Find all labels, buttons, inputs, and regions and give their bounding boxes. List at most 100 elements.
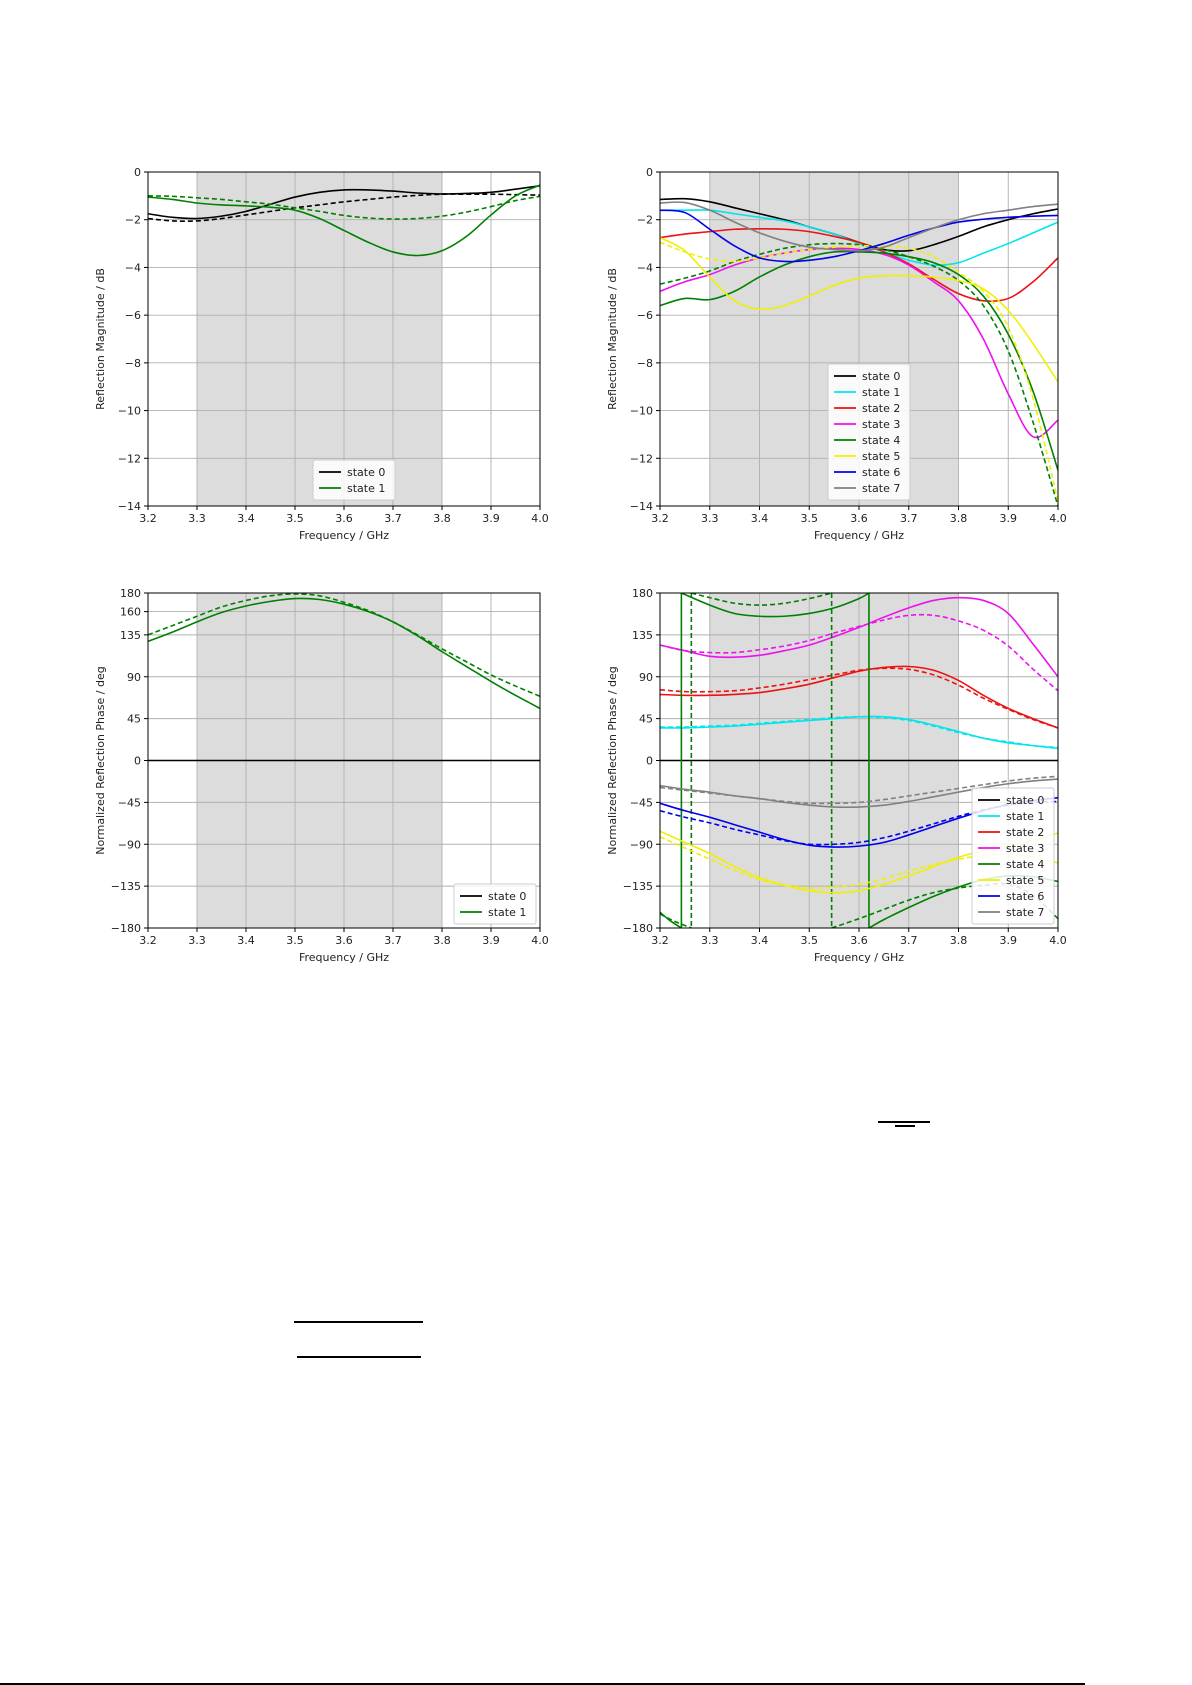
x-tick-label: 3.9 [1000,512,1018,525]
series-line [660,911,682,928]
y-tick-label: −45 [630,796,653,809]
x-tick-label: 3.3 [188,512,206,525]
y-tick-label: −2 [125,214,141,227]
x-tick-label: 3.8 [950,512,968,525]
legend-entry: state 7 [1006,906,1044,919]
y-tick-label: −12 [118,452,141,465]
x-tick-label: 4.0 [531,512,549,525]
series-line [660,715,1058,750]
x-axis-label: Frequency / GHz [299,951,389,964]
x-tick-label: 3.9 [482,934,500,947]
series-line [148,593,540,698]
x-axis-label: Frequency / GHz [814,529,904,542]
legend-entry: state 4 [862,434,900,447]
series-line [660,201,1058,252]
legend-entry: state 5 [862,450,900,463]
series-line [691,593,832,606]
y-tick-label: 135 [632,629,653,642]
horizontal-rule [297,1356,421,1358]
x-tick-label: 3.7 [900,512,918,525]
y-tick-label: −14 [118,500,141,513]
x-tick-label: 3.8 [433,934,451,947]
y-tick-label: 90 [127,671,141,684]
reflection-magnitude-chart-3bit: 3.2 3.3 3.4 3.5 3.6 3.7 3.8 3.9 4.0 0 −2 −4 −6 −8 −10 −… [590,158,1072,556]
y-tick-label: −135 [623,880,653,893]
y-tick-label: −12 [630,452,653,465]
y-tick-label: −2 [637,214,653,227]
x-tick-label: 3.3 [188,934,206,947]
x-tick-label: 3.5 [286,934,304,947]
legend-entry: state 3 [1006,842,1044,855]
chart-legend: state 0 state 1 state 2 state 3 state 4 state… [827,363,911,501]
y-tick-label: −45 [118,796,141,809]
x-tick-label: 3.4 [751,512,769,525]
x-tick-label: 3.3 [701,512,719,525]
legend-entry: state 3 [862,418,900,431]
x-tick-label: 3.3 [701,934,719,947]
legend-entry: state 2 [1006,826,1044,839]
series-line [660,665,1058,729]
y-tick-label: −8 [125,357,141,370]
legend-entry: state 7 [862,482,900,495]
legend-entry: state 2 [862,402,900,415]
x-tick-label: 3.2 [139,934,157,947]
horizontal-rule [895,1125,915,1127]
series-line [148,193,540,223]
series-line [660,596,1058,678]
x-tick-label: 3.2 [139,512,157,525]
legend-entry: state 1 [347,482,385,495]
legend-entry: state 0 [488,890,526,903]
legend-entry: state 4 [1006,858,1044,871]
x-axis-label: Frequency / GHz [299,529,389,542]
x-axis-label: Frequency / GHz [814,951,904,964]
y-tick-label: −4 [125,261,141,274]
x-tick-label: 3.5 [801,512,819,525]
operating-band-shading [197,172,442,506]
x-tick-label: 3.6 [335,934,353,947]
y-tick-label: 0 [134,166,141,179]
series-line [148,184,540,257]
y-axis-label: Normalized Reflection Phase / deg [606,666,619,854]
legend-entry: state 5 [1006,874,1044,887]
y-tick-label: 90 [639,671,653,684]
series-line [660,613,1058,692]
legend-entry: state 1 [1006,810,1044,823]
y-axis-label: Normalized Reflection Phase / deg [94,666,107,854]
y-tick-label: −10 [630,405,653,418]
y-tick-label: 180 [632,587,653,600]
y-tick-label: −6 [125,309,141,322]
series-line [660,715,1058,749]
series-line [660,836,1058,889]
series-line [660,241,1058,502]
x-tick-label: 3.4 [237,934,255,947]
legend-entry: state 1 [862,386,900,399]
x-tick-label: 3.6 [850,512,868,525]
legend-entry: state 1 [488,906,526,919]
series-line [148,597,540,710]
series-line [681,593,870,618]
y-tick-label: −4 [637,261,653,274]
y-tick-label: −10 [118,405,141,418]
y-tick-label: 45 [639,713,653,726]
x-tick-label: 3.9 [1000,934,1018,947]
series-line [660,775,1058,805]
y-tick-label: −90 [118,838,141,851]
y-tick-label: 0 [646,166,653,179]
y-tick-label: −180 [111,922,141,935]
series-line [660,667,1058,729]
x-tick-label: 4.0 [531,934,549,947]
y-tick-label: 45 [127,713,141,726]
y-axis-label: Reflection Magnitude / dB [606,268,619,410]
series-line [660,209,1058,266]
x-tick-label: 3.5 [801,934,819,947]
x-tick-label: 3.4 [237,512,255,525]
x-tick-label: 4.0 [1049,512,1067,525]
reflection-phase-chart-3bit: 3.2 3.3 3.4 3.5 3.6 3.7 3.8 3.9 4.0 180 135 90 45 0 −4… [590,579,1072,978]
y-tick-label: −8 [637,357,653,370]
legend-entry: state 6 [1006,890,1044,903]
y-tick-label: 160 [120,606,141,619]
x-tick-label: 3.6 [335,512,353,525]
x-tick-label: 3.4 [751,934,769,947]
x-tick-label: 3.8 [950,934,968,947]
series-line [660,227,1058,303]
